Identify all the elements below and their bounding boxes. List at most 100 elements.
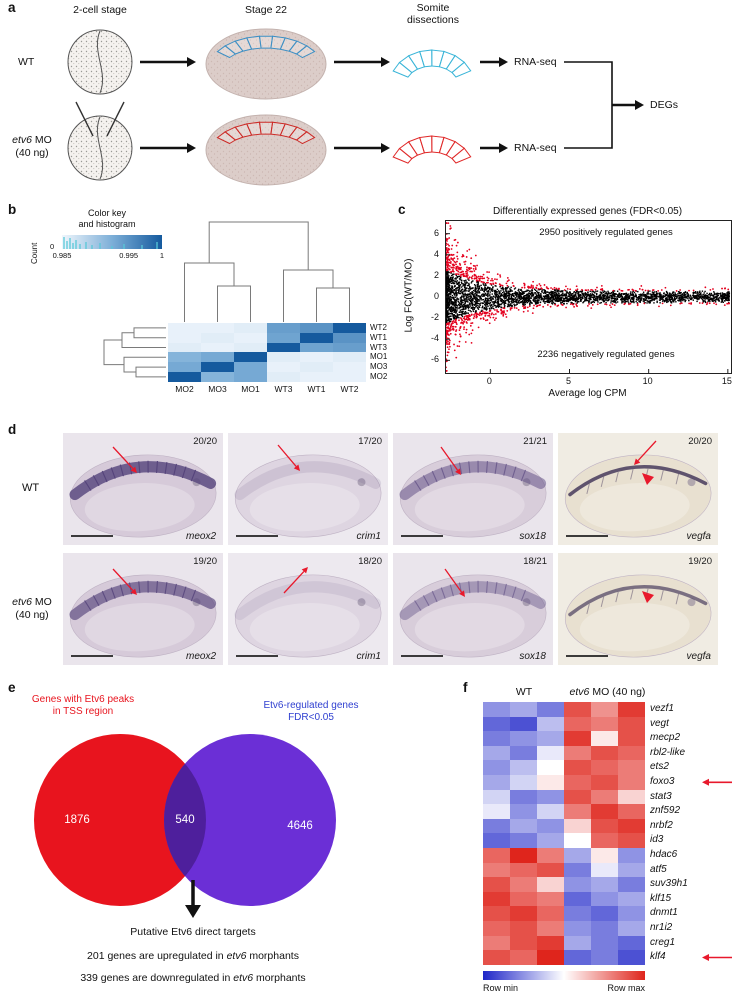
expr-cell <box>618 935 645 951</box>
corr-cell <box>201 362 234 372</box>
embryo-drawing <box>69 454 217 538</box>
degs-arrow-icon <box>612 100 644 110</box>
embryo-photo <box>228 553 388 665</box>
embryo-drawing <box>564 454 712 538</box>
expr-cell <box>591 804 618 819</box>
expr-cell <box>618 833 645 848</box>
expr-cell <box>564 774 591 790</box>
expr-cell <box>483 920 510 936</box>
expr-cell <box>591 789 618 805</box>
expr-cell <box>537 702 564 717</box>
putative-targets-title: Putative Etv6 direct targets <box>130 926 256 938</box>
expr-cell <box>591 935 618 951</box>
colorkey-title: Color key and histogram <box>78 208 136 229</box>
red-arrowhead-icon <box>642 473 654 485</box>
expr-cell <box>591 818 618 834</box>
corr-col-label: MO3 <box>208 384 227 394</box>
embryo-image-sox18-wt: 21/21 sox18 <box>393 433 553 545</box>
expr-cell <box>537 877 564 892</box>
expr-cell <box>537 731 564 746</box>
venn-diagram <box>34 734 336 918</box>
join-bracket <box>564 61 613 149</box>
embryo-image-vegfa-wt: 20/20 vegfa <box>558 433 718 545</box>
panel-a-label: a <box>8 0 16 15</box>
flow-arrow-icon <box>334 57 390 67</box>
x-tick-label: 5 <box>565 376 571 386</box>
ma-plot-area: 2950 positively regulated genes 2236 neg… <box>445 220 732 374</box>
y-tick-label: 4 <box>433 248 439 259</box>
expr-cell <box>537 745 564 761</box>
stain-band <box>399 581 547 621</box>
panel-f-label: f <box>463 680 468 695</box>
header-2cell-stage: 2-cell stage <box>73 4 127 16</box>
red-arrow-icon <box>634 440 657 465</box>
corr-cell <box>300 332 333 343</box>
y-axis-ticks: 6 4 2 0 -2 -4 -6 <box>421 220 441 372</box>
expr-cell <box>510 804 537 819</box>
somite-dissection-drawing <box>392 49 472 78</box>
expr-cell <box>483 716 510 732</box>
panel-a-graphics <box>67 28 644 186</box>
panel-d-label: d <box>8 422 17 437</box>
embryo-eye <box>357 598 366 607</box>
expr-cell <box>510 731 537 746</box>
expr-cell <box>510 906 537 921</box>
expr-cell <box>510 935 537 951</box>
panel-b-label: b <box>8 202 17 217</box>
expr-cell <box>510 891 537 907</box>
rnaseq-label-mo: RNA-seq <box>514 142 557 154</box>
corr-cell <box>300 371 333 382</box>
header-somite-dissections: Somite dissections <box>407 2 459 26</box>
expr-cell <box>537 862 564 878</box>
row-max-label: Row max <box>607 983 645 993</box>
panel-f: f WT etv6 MO (40 ng) vezf1 vegt mecp2 rbl2-… <box>460 678 738 1001</box>
expr-cell <box>483 789 510 805</box>
expr-cell <box>618 774 645 790</box>
expr-cell <box>537 789 564 805</box>
y-axis-label: Log FC(WT/MO) <box>403 258 415 333</box>
embryo-eye <box>357 478 366 487</box>
corr-row-label: WT3 <box>370 342 387 352</box>
expr-cell <box>591 774 618 790</box>
stain-band <box>399 461 547 501</box>
expr-cell <box>510 789 537 805</box>
expr-cell <box>483 731 510 746</box>
expr-cell <box>564 745 591 761</box>
f-gene-label: creg1 <box>650 936 676 948</box>
expr-cell <box>618 760 645 775</box>
colorkey-tick-label: 1 <box>159 251 165 260</box>
expr-cell <box>591 702 618 717</box>
f-gene-label: klf15 <box>650 892 672 904</box>
corr-cell <box>300 342 333 353</box>
expr-cell <box>591 731 618 746</box>
f-gene-label: nr1i2 <box>650 922 673 933</box>
f-gene-label: atf5 <box>650 863 667 875</box>
corr-cell <box>201 371 234 382</box>
correlation-heatmap <box>168 323 366 382</box>
ma-plot-title: Differentially expressed genes (FDR<0.05… <box>492 206 683 217</box>
corr-col-label: WT2 <box>340 384 359 394</box>
corr-cell <box>201 352 234 363</box>
expr-cell <box>510 760 537 775</box>
f-header-wt: WT <box>515 686 533 698</box>
embryo-photo <box>558 553 718 665</box>
expr-cell <box>510 847 537 863</box>
embryo-count: 20/20 <box>688 436 712 447</box>
expr-cell <box>564 877 591 892</box>
corr-cell <box>168 362 201 372</box>
expr-cell <box>591 906 618 921</box>
expr-cell <box>483 818 510 834</box>
f-gene-label: dnmt1 <box>650 907 678 919</box>
corr-cell <box>201 332 234 343</box>
expr-cell <box>483 891 510 907</box>
gene-highlight-arrow-icon <box>702 778 732 786</box>
rnaseq-label-wt: RNA-seq <box>514 56 557 68</box>
expr-cell <box>483 950 510 965</box>
d-mo-row-label: etv6 MO (40 ng) <box>12 596 52 621</box>
expr-cell <box>591 862 618 878</box>
x-tick-label: 0 <box>486 376 492 386</box>
f-gene-label: ets2 <box>650 761 669 773</box>
red-arrow-icon <box>112 446 137 473</box>
expr-cell <box>564 862 591 878</box>
corr-cell <box>201 342 234 353</box>
